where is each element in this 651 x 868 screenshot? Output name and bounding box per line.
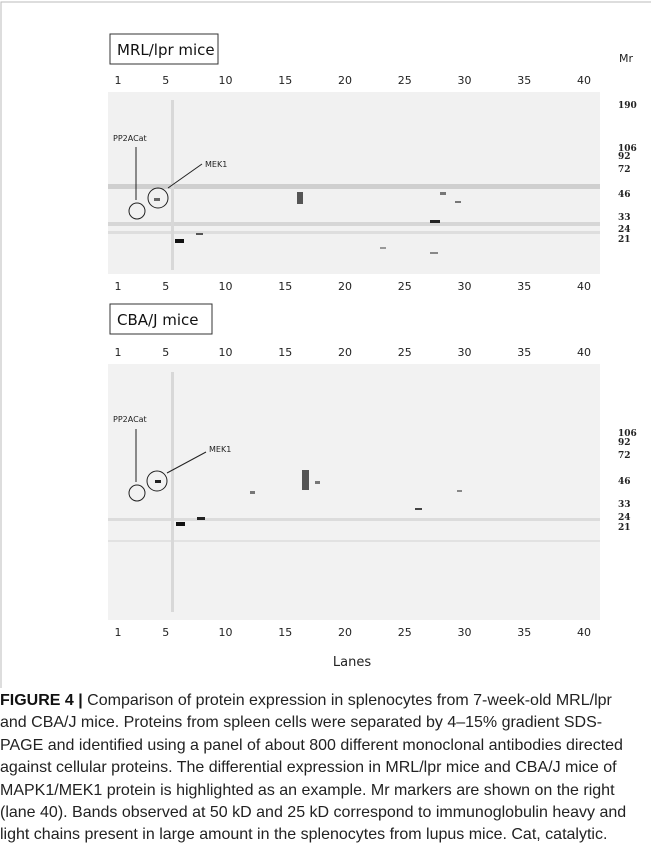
lane-number: 15: [278, 280, 292, 293]
mr-marker: 106: [618, 429, 637, 439]
mr-marker: 72: [618, 451, 631, 461]
lane-number: 20: [338, 626, 352, 639]
lane-number: 40: [577, 280, 591, 293]
mr-marker: 46: [618, 190, 631, 200]
figure-border: [0, 1, 651, 688]
lane-number: 40: [577, 346, 591, 359]
mr-marker: 190: [618, 101, 637, 111]
lane-number: 40: [577, 626, 591, 639]
lane-number: 25: [398, 626, 412, 639]
panel-label: CBA/J mice: [117, 311, 199, 329]
lane-number: 25: [398, 346, 412, 359]
caption-text: Comparison of protein expression in sple…: [0, 692, 627, 844]
panel-label: MRL/lpr mice: [117, 41, 215, 59]
x-label: Lanes: [333, 655, 371, 670]
lane-number: 35: [517, 74, 531, 87]
mr-marker: 72: [618, 165, 631, 175]
lane-number: 20: [338, 280, 352, 293]
lane-number: 20: [338, 346, 352, 359]
panel-label-box: [109, 303, 213, 335]
lane-number: 10: [219, 626, 233, 639]
annotation: PP2ACat: [113, 415, 147, 424]
mr-marker: 106: [618, 144, 637, 154]
lane-number: 5: [162, 74, 169, 87]
lane-and-marker-labels: 1 5 10 15 20 25 30 35 401 5 10 15 20 25 30 35 4019010692…: [115, 74, 637, 639]
lane-number: 30: [458, 74, 472, 87]
panel-label-box: [109, 33, 219, 65]
lane-number: 35: [517, 626, 531, 639]
lane-number: 5: [162, 346, 169, 359]
lane-number: 1: [115, 74, 122, 87]
lane-number: 15: [278, 74, 292, 87]
lane-number: 30: [458, 280, 472, 293]
blot: [108, 364, 600, 620]
mr-marker: 21: [618, 235, 631, 245]
lane-number: 40: [577, 74, 591, 87]
mr-marker: 46: [618, 477, 631, 487]
lane-number: 10: [219, 74, 233, 87]
annotation: MEK1: [209, 445, 231, 454]
lane-number: 25: [398, 74, 412, 87]
mr-marker: 92: [618, 152, 631, 162]
mr-label: Mr: [619, 52, 633, 65]
lane-number: 35: [517, 346, 531, 359]
lane-number: 30: [458, 626, 472, 639]
lane-number: 10: [219, 346, 233, 359]
mr-marker: 24: [618, 225, 631, 235]
lane-number: 15: [278, 626, 292, 639]
caption: FIGURE 4 | Comparison of protein express…: [0, 690, 636, 847]
lane-number: 30: [458, 346, 472, 359]
caption-label: FIGURE 4 |: [0, 692, 83, 709]
lane-number: 15: [278, 346, 292, 359]
mr-marker: 24: [618, 513, 631, 523]
figure: MRL/lpr mice Mr PP2ACat MEK1 CBA/J mice: [0, 1, 651, 688]
lane-number: 5: [162, 626, 169, 639]
mr-marker: 92: [618, 438, 631, 448]
mr-marker: 33: [618, 213, 631, 223]
lane-number: 5: [162, 280, 169, 293]
lane-number: 20: [338, 74, 352, 87]
annotation: PP2ACat: [113, 134, 147, 143]
mr-marker: 21: [618, 523, 631, 533]
lane-number: 1: [115, 626, 122, 639]
blot: [108, 92, 600, 274]
annotation: MEK1: [205, 160, 227, 169]
mr-marker: 33: [618, 500, 631, 510]
lane-number: 10: [219, 280, 233, 293]
lane-number: 35: [517, 280, 531, 293]
lane-number: 25: [398, 280, 412, 293]
lane-number: 1: [115, 346, 122, 359]
lane-number: 1: [115, 280, 122, 293]
